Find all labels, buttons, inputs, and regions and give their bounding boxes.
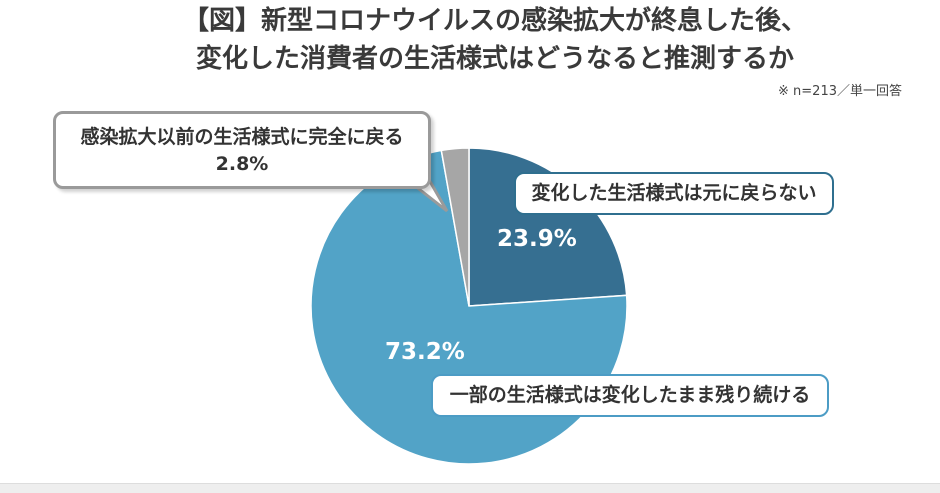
callout-slice-3-label: 感染拡大以前の生活様式に完全に戻る [80, 126, 404, 148]
pie-slice-3 [440, 147, 470, 307]
callout-slice-2-label: 一部の生活様式は変化したまま残り続ける [449, 384, 811, 406]
chart-title: 【図】新型コロナウイルスの感染拡大が終息した後、 変化した消費者の生活様式はどう… [150, 2, 840, 78]
callout-slice-1: 変化した生活様式は元に戻らない [514, 172, 834, 215]
bottom-strip [0, 483, 940, 493]
callout-slice-3-value: 2.8% [215, 153, 269, 175]
slice-1-value-label: 23.9% [497, 226, 577, 252]
sample-note: ※ n=213／単一回答 [778, 84, 902, 99]
chart-title-line-2: 変化した消費者の生活様式はどうなると推測するか [195, 44, 794, 74]
callout-slice-2: 一部の生活様式は変化したまま残り続ける [431, 374, 829, 417]
slice-2-value-label: 73.2% [385, 339, 465, 365]
callout-slice-1-label: 変化した生活様式は元に戻らない [531, 182, 817, 204]
chart-title-line-1: 【図】新型コロナウイルスの感染拡大が終息した後、 [182, 6, 807, 36]
callout-slice-3: 感染拡大以前の生活様式に完全に戻る 2.8% [53, 111, 431, 189]
